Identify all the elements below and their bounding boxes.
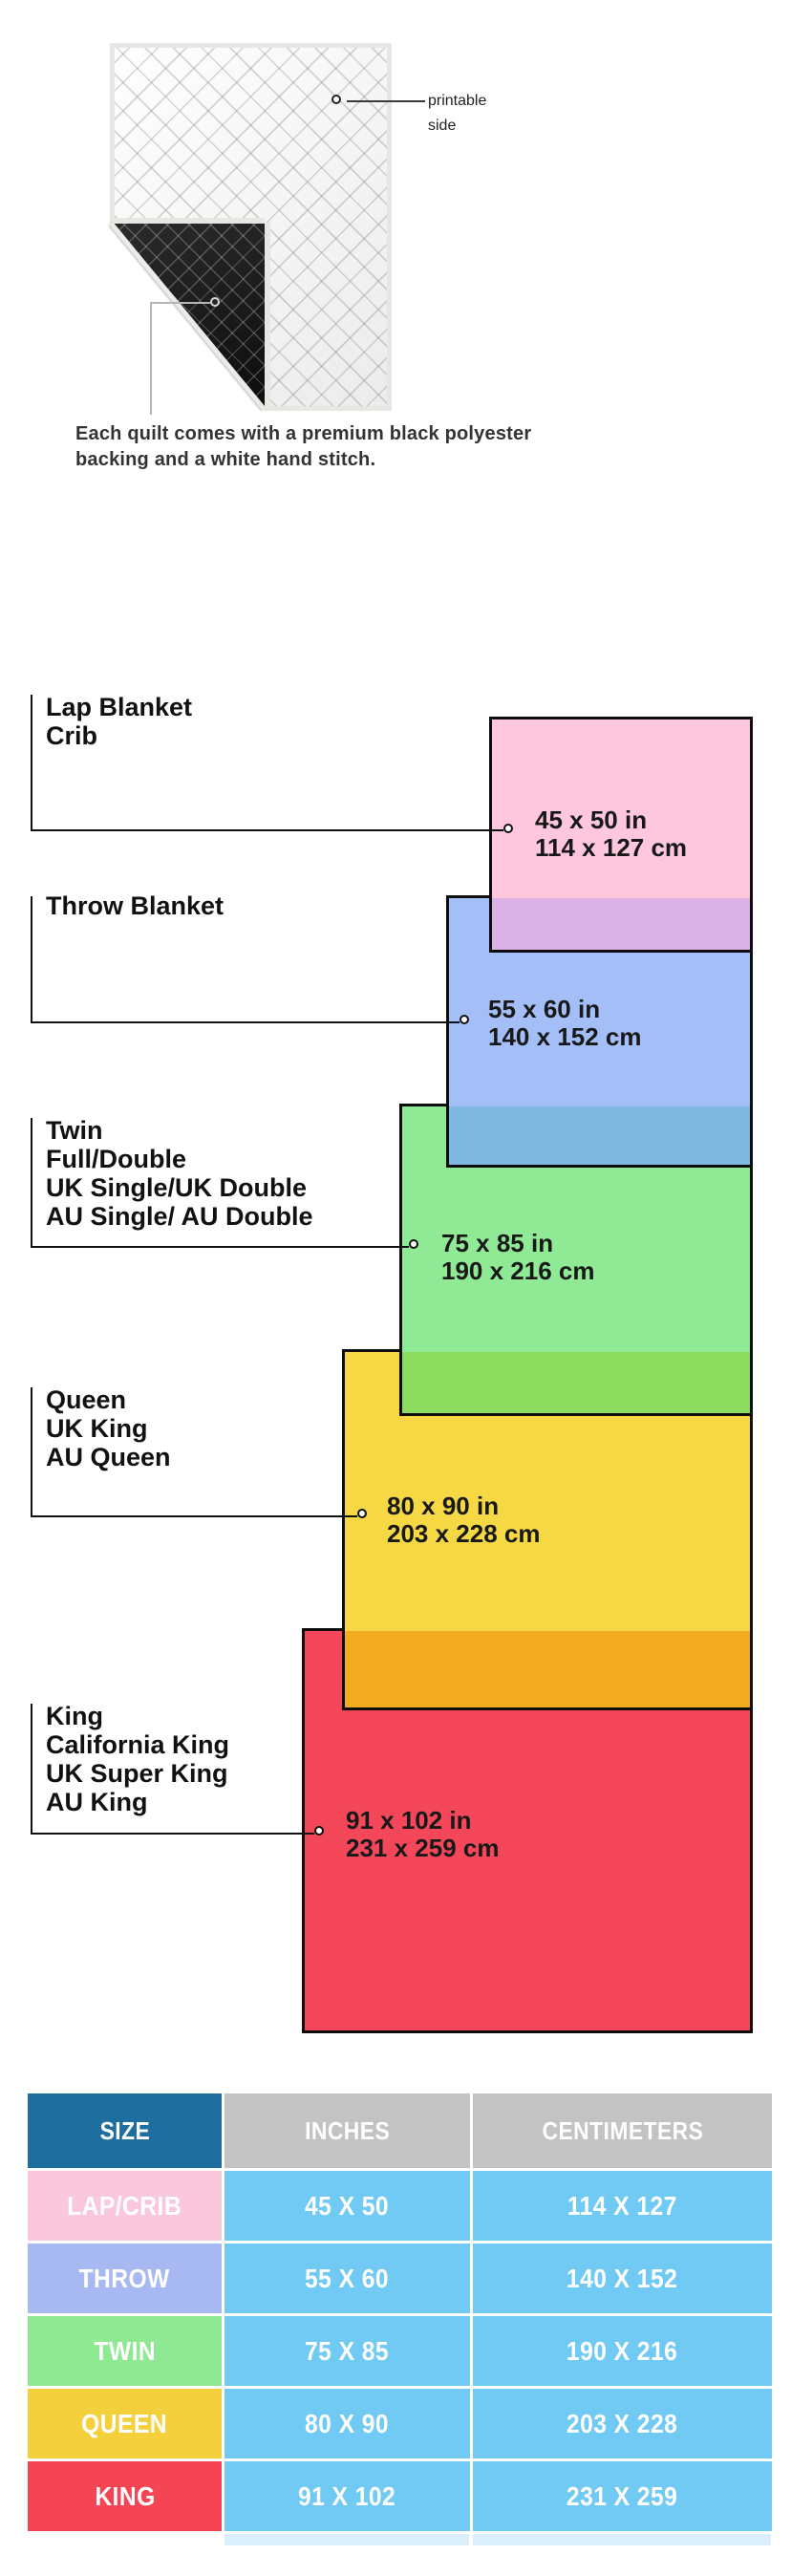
table-row-king-inches: 91 X 102 xyxy=(224,2461,470,2531)
quilt-caption-line1: Each quilt comes with a premium black po… xyxy=(75,423,532,444)
black-backing-callout-line xyxy=(150,302,210,304)
table-row-lap-cm: 114 X 127 xyxy=(473,2171,772,2241)
size-name: Lap Blanket xyxy=(46,693,193,721)
label-block-lap-crib: Lap Blanket Crib xyxy=(46,693,192,750)
size-name: UK Single/UK Double xyxy=(46,1173,308,1202)
size-name: King xyxy=(46,1702,103,1730)
table-row-throw-cm: 140 X 152 xyxy=(473,2243,772,2313)
size-cm: 140 x 152 cm xyxy=(488,1022,642,1051)
table-row-lap-inches: 45 X 50 xyxy=(224,2171,470,2241)
black-backing-callout-line xyxy=(150,302,152,415)
table-header-inches: INCHES xyxy=(224,2093,470,2168)
table-row-queen-cm: 203 X 228 xyxy=(473,2389,772,2458)
size-name: Crib xyxy=(46,721,97,750)
connector-line-twin xyxy=(31,1118,32,1248)
label-block-king: King California King UK Super King AU Ki… xyxy=(46,1702,229,1816)
size-text-throw: 55 x 60 in 140 x 152 cm xyxy=(488,996,641,1051)
size-text-queen: 80 x 90 in 203 x 228 cm xyxy=(387,1492,540,1548)
size-table: SIZE INCHES CENTIMETERS LAP/CRIB 45 X 50… xyxy=(28,2093,772,2531)
table-row-twin-inches: 75 X 85 xyxy=(224,2316,470,2386)
connector-line-lap xyxy=(31,829,503,831)
size-cm: 190 x 216 cm xyxy=(441,1256,595,1285)
quilt-caption-line2: backing and a white hand stitch. xyxy=(75,449,376,470)
label-block-throw: Throw Blanket xyxy=(46,891,224,920)
table-row-lap-size: LAP/CRIB xyxy=(28,2171,222,2241)
connector-dot-lap xyxy=(503,824,513,833)
connector-line-lap xyxy=(31,695,32,831)
table-row-king-cm: 231 X 259 xyxy=(473,2461,772,2531)
connector-line-king xyxy=(31,1833,314,1835)
size-name: AU King xyxy=(46,1788,148,1816)
table-row-king-size: KING xyxy=(28,2461,222,2531)
quilt-caption: Each quilt comes with a premium black po… xyxy=(75,421,531,473)
connector-dot-king xyxy=(314,1826,324,1835)
quilt-binding-edge xyxy=(265,406,392,411)
size-inches: 80 x 90 in xyxy=(387,1492,500,1520)
label-block-twin: Twin Full/Double UK Single/UK Double AU … xyxy=(46,1116,313,1231)
connector-dot-twin xyxy=(409,1239,418,1249)
connector-dot-throw xyxy=(460,1015,469,1024)
size-name: Full/Double xyxy=(46,1145,186,1173)
overlap-band-twin-queen xyxy=(402,1352,750,1413)
size-text-lap-crib: 45 x 50 in 114 x 127 cm xyxy=(535,806,687,862)
size-name: UK King xyxy=(46,1414,148,1443)
table-row-throw-size: THROW xyxy=(28,2243,222,2313)
size-name: California King xyxy=(46,1730,230,1759)
overlap-band-throw-twin xyxy=(449,1106,750,1165)
quilt-binding-edge xyxy=(110,43,115,227)
quilt-binding-edge xyxy=(110,43,392,48)
size-name: Twin xyxy=(46,1116,103,1145)
table-shadow xyxy=(473,2534,771,2545)
connector-line-throw xyxy=(31,896,32,1023)
size-inches: 45 x 50 in xyxy=(535,805,648,834)
table-shadow xyxy=(224,2534,469,2545)
size-inches: 55 x 60 in xyxy=(488,995,601,1023)
printable-side-label: printable side xyxy=(428,93,487,134)
label-block-queen: Queen UK King AU Queen xyxy=(46,1385,171,1471)
size-name: UK Super King xyxy=(46,1759,228,1788)
size-name: AU Queen xyxy=(46,1443,171,1471)
connector-line-queen xyxy=(31,1387,32,1517)
table-row-throw-inches: 55 X 60 xyxy=(224,2243,470,2313)
table-row-queen-inches: 80 X 90 xyxy=(224,2389,470,2458)
table-header-centimeters: CENTIMETERS xyxy=(473,2093,772,2168)
overlap-band-queen-king xyxy=(345,1631,750,1707)
connector-dot-queen xyxy=(357,1509,367,1518)
size-cm: 231 x 259 cm xyxy=(346,1834,500,1862)
quilt-binding-edge xyxy=(265,223,270,411)
size-inches: 91 x 102 in xyxy=(346,1806,472,1835)
quilt-binding-edge xyxy=(110,218,265,224)
size-cm: 114 x 127 cm xyxy=(535,833,688,862)
connector-line-throw xyxy=(31,1021,460,1023)
size-cm: 203 x 228 cm xyxy=(387,1519,541,1548)
size-name: AU Single/ AU Double xyxy=(46,1202,313,1231)
connector-line-king xyxy=(31,1704,32,1835)
size-name: Queen xyxy=(46,1385,127,1414)
overlap-band-lap-throw xyxy=(492,898,750,950)
table-row-twin-cm: 190 X 216 xyxy=(473,2316,772,2386)
table-row-twin-size: TWIN xyxy=(28,2316,222,2386)
printable-side-callout-dot xyxy=(331,95,341,104)
size-text-twin: 75 x 85 in 190 x 216 cm xyxy=(441,1230,594,1285)
size-inches: 75 x 85 in xyxy=(441,1229,554,1257)
table-row-queen-size: QUEEN xyxy=(28,2389,222,2458)
table-header-size: SIZE xyxy=(28,2093,222,2168)
connector-line-queen xyxy=(31,1515,357,1517)
quilt-binding-edge xyxy=(387,43,392,411)
black-backing-callout-dot xyxy=(210,297,220,307)
size-name: Throw Blanket xyxy=(46,891,224,920)
size-text-king: 91 x 102 in 231 x 259 cm xyxy=(346,1807,499,1862)
printable-side-callout-line xyxy=(347,100,425,102)
connector-line-twin xyxy=(31,1246,409,1248)
